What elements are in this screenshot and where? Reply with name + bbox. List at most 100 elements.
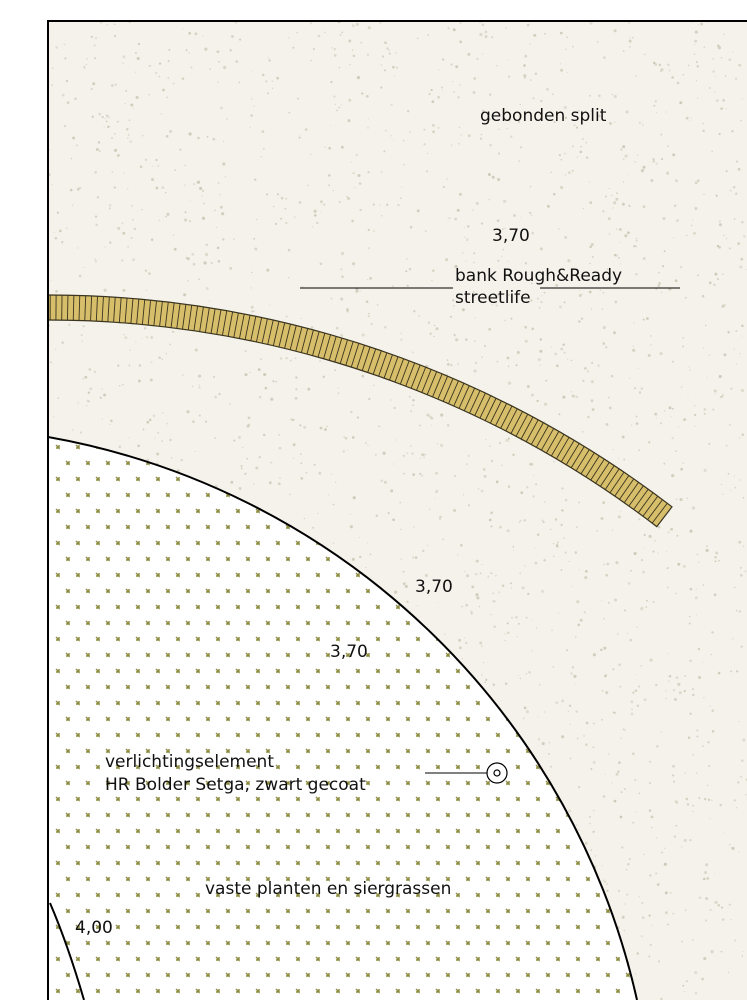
planting-mark xyxy=(575,860,580,866)
gravel-speck xyxy=(357,174,361,177)
gravel-speck xyxy=(570,359,573,362)
gravel-speck xyxy=(467,454,470,458)
gravel-speck xyxy=(516,351,520,354)
gravel-speck xyxy=(432,130,435,134)
gravel-speck xyxy=(694,206,698,210)
surface-label: gebonden split xyxy=(480,106,607,126)
gravel-speck xyxy=(735,330,738,333)
gravel-speck xyxy=(550,346,552,348)
planting-mark xyxy=(355,604,360,610)
planting-mark xyxy=(265,524,270,530)
bench-slat xyxy=(399,360,410,385)
gravel-speck xyxy=(460,134,463,136)
bench-slat xyxy=(628,485,644,507)
planting-mark xyxy=(465,748,470,754)
gravel-speck xyxy=(202,35,204,37)
planting-mark xyxy=(115,540,120,546)
gravel-speck xyxy=(395,439,397,441)
planting-mark xyxy=(65,684,70,690)
gravel-speck xyxy=(301,285,304,288)
gravel-speck xyxy=(250,310,254,313)
planting-mark xyxy=(135,860,140,866)
gravel-speck xyxy=(409,131,411,133)
planting-mark xyxy=(485,908,490,914)
gravel-speck xyxy=(424,574,428,577)
planting-mark xyxy=(65,908,70,914)
gravel-speck xyxy=(681,940,683,943)
gravel-speck xyxy=(391,285,395,288)
planting-mark xyxy=(385,940,390,946)
gravel-speck xyxy=(669,892,672,894)
planting-mark xyxy=(75,860,80,866)
gravel-speck xyxy=(416,605,418,607)
planting-mark xyxy=(95,924,100,930)
gravel-speck xyxy=(612,207,614,209)
gravel-speck xyxy=(474,375,476,377)
gravel-speck xyxy=(708,764,711,768)
planting-mark xyxy=(115,700,120,706)
gravel-speck xyxy=(491,175,495,179)
gravel-speck xyxy=(55,290,58,293)
planting-mark xyxy=(75,700,80,706)
gravel-speck xyxy=(489,93,492,96)
gravel-speck xyxy=(497,178,501,181)
gravel-speck xyxy=(647,354,651,357)
gravel-speck xyxy=(741,324,744,328)
gravel-speck xyxy=(127,137,129,139)
gravel-speck xyxy=(722,33,725,36)
bench-slat xyxy=(515,413,529,437)
gravel-speck xyxy=(483,344,486,347)
gravel-speck xyxy=(110,84,114,87)
gravel-speck xyxy=(635,973,637,975)
gravel-speck xyxy=(88,368,92,371)
planting-mark xyxy=(265,716,270,722)
planting-mark xyxy=(395,636,400,642)
gravel-speck xyxy=(552,555,555,557)
planting-mark xyxy=(395,764,400,770)
gravel-speck xyxy=(310,326,314,329)
bench-slat xyxy=(633,488,649,510)
gravel-speck xyxy=(620,148,623,151)
gravel-speck xyxy=(667,923,669,926)
planting-mark xyxy=(335,732,340,738)
gravel-speck xyxy=(457,294,460,297)
gravel-speck xyxy=(194,348,198,352)
planting-mark xyxy=(305,844,310,850)
gravel-speck xyxy=(692,804,695,807)
gravel-speck xyxy=(632,821,635,824)
gravel-speck xyxy=(366,542,368,544)
planting-mark xyxy=(275,572,280,578)
planting-mark xyxy=(305,684,310,690)
planting-mark xyxy=(185,780,190,786)
gravel-speck xyxy=(605,423,609,426)
planting-mark xyxy=(295,828,300,834)
gravel-speck xyxy=(575,636,577,638)
gravel-speck xyxy=(682,984,685,987)
gravel-speck xyxy=(299,453,302,456)
gravel-speck xyxy=(665,911,668,915)
gravel-speck xyxy=(253,105,255,107)
gravel-speck xyxy=(613,799,617,803)
gravel-speck xyxy=(291,418,295,422)
planting-mark xyxy=(115,988,120,994)
gravel-speck xyxy=(190,66,193,69)
planting-mark xyxy=(415,700,420,706)
planting-mark xyxy=(325,588,330,594)
gravel-speck xyxy=(465,603,469,607)
gravel-speck xyxy=(520,217,522,219)
gravel-speck xyxy=(684,909,687,912)
gravel-speck xyxy=(652,157,655,161)
planting-mark xyxy=(145,556,150,562)
planting-mark xyxy=(175,540,180,546)
gravel-speck xyxy=(696,553,699,556)
planting-mark xyxy=(255,572,260,578)
bench-slat xyxy=(84,295,87,321)
gravel-speck xyxy=(606,268,609,271)
gravel-speck xyxy=(370,322,373,326)
gravel-speck xyxy=(144,158,148,161)
planting-mark xyxy=(375,956,380,962)
gravel-speck xyxy=(653,104,656,107)
gravel-speck xyxy=(700,22,704,26)
gravel-speck xyxy=(244,350,247,353)
gravel-speck xyxy=(189,220,191,223)
